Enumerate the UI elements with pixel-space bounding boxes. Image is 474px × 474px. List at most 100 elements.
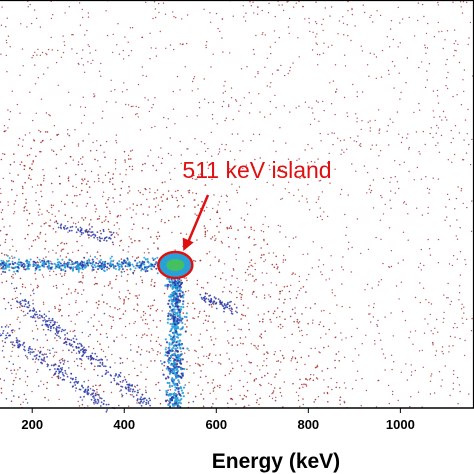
scatter-point [276,268,279,270]
band-point [179,308,183,311]
scatter-point [43,359,45,362]
scatter-point [199,333,202,335]
scatter-point [42,73,45,75]
scatter-point [11,390,13,392]
scatter-point [31,163,33,165]
scatter-point [259,383,261,386]
scatter-point [369,130,371,132]
scatter-point [310,347,312,350]
scatter-point [292,237,295,239]
scatter-point [205,315,208,317]
scatter-point [291,358,293,360]
scatter-point [214,275,217,278]
scatter-point [96,140,98,142]
scatter-point [197,204,199,206]
scatter-point [129,292,131,295]
scatter-point [46,365,49,368]
scatter-point [266,351,268,353]
band-point [91,258,94,261]
scatter-point [159,352,161,354]
scatter-point [428,192,430,194]
scatter-point [142,213,145,215]
scatter-point [367,121,369,124]
band-point [94,266,97,269]
scatter-point [96,236,99,239]
scatter-point [141,169,143,172]
band-point [172,295,176,298]
scatter-point [469,163,472,166]
scatter-point [23,206,26,209]
band-point [172,346,175,349]
scatter-point [298,275,301,278]
scatter-point [139,402,141,405]
scatter-point [421,61,423,63]
scatter-point [446,297,448,299]
scatter-point [63,329,65,332]
scatter-point [245,279,247,281]
scatter-point [267,352,269,355]
scatter-point [32,290,34,292]
scatter-point [388,144,390,146]
scatter-point [204,150,207,152]
scatter-point [196,279,199,282]
scatter-point [145,188,147,191]
scatter-point [130,105,133,108]
scatter-point [194,395,197,398]
scatter-point [302,5,304,8]
band-point [176,371,179,374]
scatter-point [149,191,151,193]
scatter-point [437,127,440,129]
scatter-point [228,305,231,307]
band-point [171,304,175,307]
scatter-point [441,30,443,33]
scatter-point [232,118,234,121]
scatter-point [54,337,56,339]
band-point [173,402,176,405]
scatter-point [24,298,27,301]
scatter-point [275,396,277,399]
band-point [170,298,173,301]
band-point [179,386,182,389]
band-point [63,263,66,266]
scatter-point [458,132,461,134]
scatter-point [3,356,5,358]
band-point [13,266,16,269]
band-point [4,271,7,274]
scatter-point [255,34,257,37]
scatter-point [186,361,188,363]
scatter-point [112,183,114,185]
scatter-point [96,251,99,253]
scatter-point [319,179,322,182]
scatter-point [327,133,329,135]
scatter-point [180,154,182,156]
band-point [70,263,73,266]
scatter-point [76,313,78,316]
scatter-point [54,368,56,370]
scatter-point [380,238,382,240]
scatter-point [431,341,434,344]
scatter-point [12,383,14,386]
scatter-point [463,90,465,93]
scatter-point [192,317,194,319]
scatter-point [224,80,226,83]
scatter-point [136,113,138,115]
scatter-point [50,204,53,206]
scatter-point [10,369,12,372]
scatter-point [275,106,277,109]
scatter-point [169,389,172,391]
scatter-point [218,301,221,303]
scatter-point [210,238,212,240]
band-point [168,343,171,346]
scatter-point [52,327,55,329]
scatter-point [128,158,130,160]
scatter-point [36,371,38,373]
scatter-point [105,216,107,218]
scatter-point [320,310,323,312]
scatter-point [63,41,65,43]
scatter-point [289,70,291,72]
scatter-point [24,370,27,372]
scatter-point [272,252,275,254]
scatter-point [337,137,339,139]
scatter-point [124,325,127,328]
scatter-point [445,63,447,66]
